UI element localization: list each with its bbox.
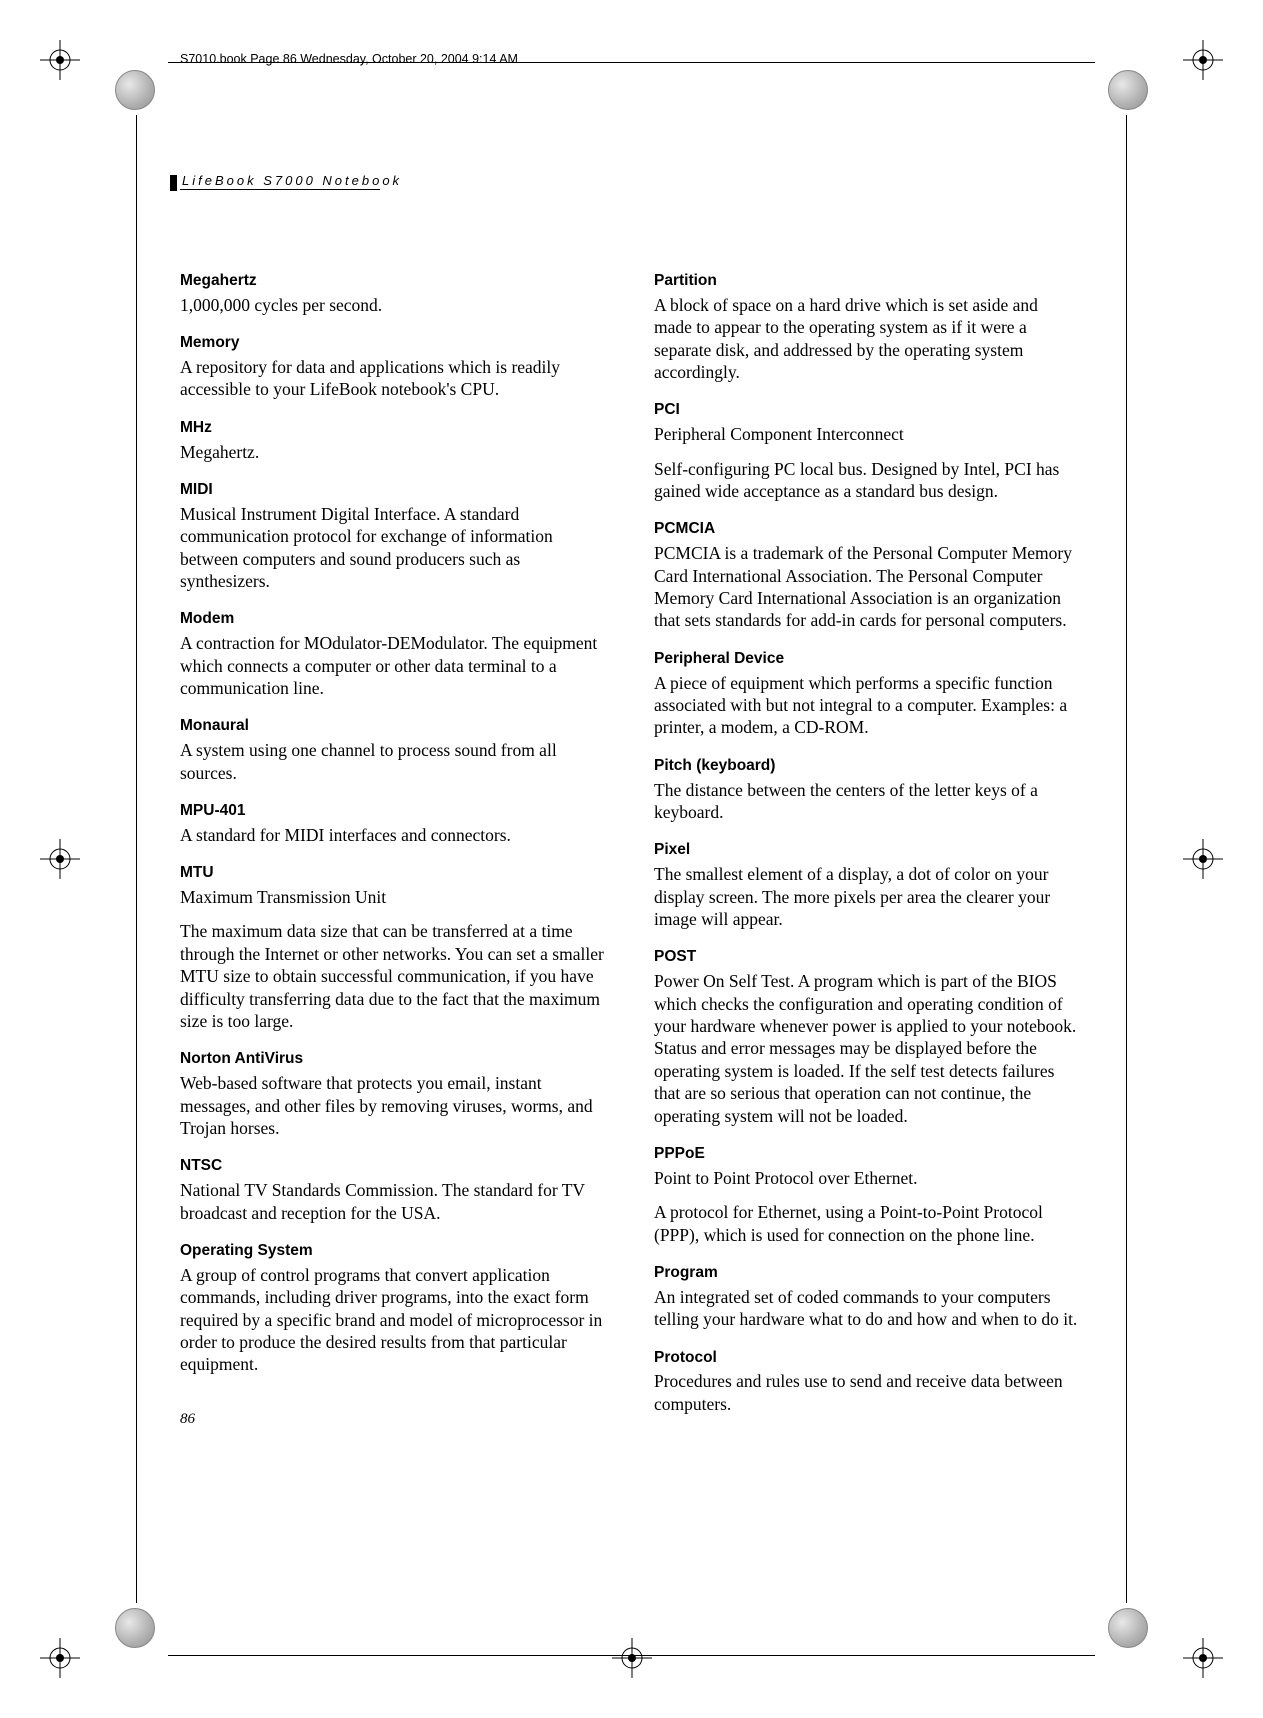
definition: Web-based software that protects you ema… — [180, 1072, 606, 1139]
definition: The smallest element of a display, a dot… — [654, 863, 1080, 930]
definition: Point to Point Protocol over Ethernet. — [654, 1167, 1080, 1189]
definition: Power On Self Test. A program which is p… — [654, 970, 1080, 1127]
reg-mark-icon — [40, 40, 80, 80]
definition: An integrated set of coded commands to y… — [654, 1286, 1080, 1331]
term: MIDI — [180, 480, 606, 500]
right-column: Partition A block of space on a hard dri… — [654, 271, 1080, 1429]
reg-mark-icon — [1183, 40, 1223, 80]
sphere-icon — [115, 1608, 155, 1648]
content-area: LifeBook S7000 Notebook Megahertz 1,000,… — [180, 175, 1080, 1429]
left-column: Megahertz 1,000,000 cycles per second. M… — [180, 271, 606, 1429]
definition: PCMCIA is a trademark of the Personal Co… — [654, 542, 1080, 632]
reg-mark-icon — [1183, 1638, 1223, 1678]
term: Pixel — [654, 840, 1080, 860]
reg-mark-icon — [40, 839, 80, 879]
term: Modem — [180, 609, 606, 629]
definition: The distance between the centers of the … — [654, 779, 1080, 824]
sphere-icon — [1108, 70, 1148, 110]
term: Megahertz — [180, 271, 606, 291]
term: PCMCIA — [654, 519, 1080, 539]
sphere-icon — [1108, 1608, 1148, 1648]
term: PCI — [654, 400, 1080, 420]
term: Peripheral Device — [654, 649, 1080, 669]
definition: A block of space on a hard drive which i… — [654, 294, 1080, 384]
page: S7010.book Page 86 Wednesday, October 20… — [0, 0, 1263, 1718]
definition: The maximum data size that can be transf… — [180, 920, 606, 1032]
reg-mark-icon — [612, 1638, 652, 1678]
term: MHz — [180, 418, 606, 438]
definition: A group of control programs that convert… — [180, 1264, 606, 1376]
term: MTU — [180, 863, 606, 883]
definition: A piece of equipment which performs a sp… — [654, 672, 1080, 739]
term: Partition — [654, 271, 1080, 291]
term: MPU-401 — [180, 801, 606, 821]
term: Protocol — [654, 1348, 1080, 1368]
definition: A system using one channel to process so… — [180, 739, 606, 784]
definition: A repository for data and applications w… — [180, 356, 606, 401]
reg-mark-icon — [40, 1638, 80, 1678]
frame-rule — [1126, 115, 1127, 1603]
page-number: 86 — [180, 1410, 606, 1429]
term: Pitch (keyboard) — [654, 756, 1080, 776]
term: Monaural — [180, 716, 606, 736]
reg-mark-icon — [1183, 839, 1223, 879]
definition: Musical Instrument Digital Interface. A … — [180, 503, 606, 593]
frame-rule — [168, 1655, 1095, 1656]
sphere-icon — [115, 70, 155, 110]
term: Operating System — [180, 1241, 606, 1261]
book-title: LifeBook S7000 Notebook — [182, 173, 402, 188]
definition: National TV Standards Commission. The st… — [180, 1179, 606, 1224]
term: POST — [654, 947, 1080, 967]
header-rule: LifeBook S7000 Notebook — [180, 175, 1080, 191]
definition: Megahertz. — [180, 441, 606, 463]
definition: A standard for MIDI interfaces and conne… — [180, 824, 606, 846]
term: Memory — [180, 333, 606, 353]
term: PPPoE — [654, 1144, 1080, 1164]
term: Program — [654, 1263, 1080, 1283]
definition: A protocol for Ethernet, using a Point-t… — [654, 1201, 1080, 1246]
definition: A contraction for MOdulator-DEModulator.… — [180, 632, 606, 699]
definition: Maximum Transmission Unit — [180, 886, 606, 908]
term: Norton AntiVirus — [180, 1049, 606, 1069]
frame-rule — [136, 115, 137, 1603]
definition: Self-configuring PC local bus. Designed … — [654, 458, 1080, 503]
columns: Megahertz 1,000,000 cycles per second. M… — [180, 271, 1080, 1429]
definition: Procedures and rules use to send and rec… — [654, 1370, 1080, 1415]
page-info: S7010.book Page 86 Wednesday, October 20… — [180, 52, 518, 66]
definition: Peripheral Component Interconnect — [654, 423, 1080, 445]
term: NTSC — [180, 1156, 606, 1176]
definition: 1,000,000 cycles per second. — [180, 294, 606, 316]
